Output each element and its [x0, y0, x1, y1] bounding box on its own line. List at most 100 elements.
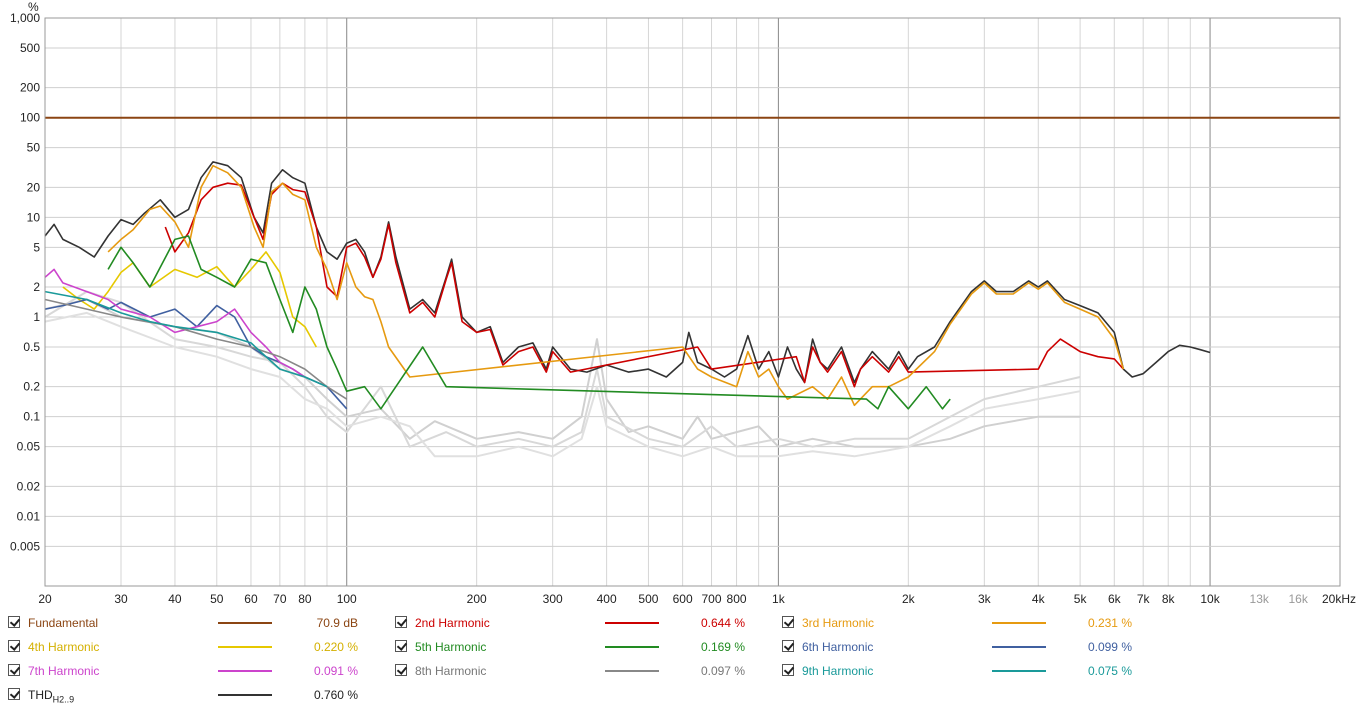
y-tick-label: 1	[33, 310, 40, 324]
x-tick-label: 10k	[1200, 592, 1220, 606]
y-tick-label: 1,000	[10, 11, 40, 25]
x-tick-label: 80	[298, 592, 312, 606]
legend-value: 0.091 %	[313, 664, 358, 678]
legend-value: 0.760 %	[313, 688, 358, 702]
y-tick-label: 100	[20, 111, 40, 125]
legend-label-subscript: H2..9	[52, 694, 75, 705]
legend-swatch	[218, 670, 272, 672]
legend-label: 4th Harmonic	[28, 640, 100, 654]
x-tick-label: 300	[543, 592, 563, 606]
x-tick-label: 2k	[902, 592, 916, 606]
legend-checkbox[interactable]	[8, 688, 20, 700]
legend-label: 7th Harmonic	[28, 664, 100, 678]
x-tick-label: 4k	[1032, 592, 1046, 606]
legend-value: 0.099 %	[1087, 640, 1132, 654]
legend-label: 2nd Harmonic	[415, 616, 490, 630]
x-tick-label: 5k	[1074, 592, 1088, 606]
x-tick-label: 70	[273, 592, 287, 606]
legend-item-thd: THDH2..9 0.760 %	[8, 684, 368, 706]
legend-swatch	[605, 622, 659, 624]
legend-item-3rd-harmonic: 3rd Harmonic 0.231 %	[782, 612, 1142, 634]
y-tick-label: 0.1	[23, 410, 40, 424]
legend-item-5th-harmonic: 5th Harmonic 0.169 %	[395, 636, 755, 658]
legend-checkbox[interactable]	[395, 616, 407, 628]
y-tick-label: 5	[33, 240, 40, 254]
series-line-6th-harmonic	[44, 298, 348, 410]
x-tick-label: 13k	[1250, 592, 1270, 606]
x-tick-label: 700	[702, 592, 722, 606]
series-line-4th-harmonic	[62, 251, 317, 348]
y-tick-label: 2	[33, 280, 40, 294]
x-tick-label: 6k	[1108, 592, 1122, 606]
legend-item-9th-harmonic: 9th Harmonic 0.075 %	[782, 660, 1142, 682]
y-axis-unit: %	[28, 0, 39, 14]
legend-item-7th-harmonic: 7th Harmonic 0.091 %	[8, 660, 368, 682]
legend-swatch	[992, 646, 1046, 648]
legend-swatch	[218, 622, 272, 624]
x-tick-label: 50	[210, 592, 224, 606]
thd-chart: 1,000 500 200 100 50 20 10 5 2 1 0.5 0.2 0.1 0.05 0.02…	[10, 0, 1356, 606]
x-tick-label: 100	[337, 592, 357, 606]
plot-frame	[44, 17, 1341, 587]
x-tick-label: 3k	[978, 592, 992, 606]
legend-checkbox[interactable]	[782, 616, 794, 628]
legend-label: THDH2..9	[28, 688, 75, 705]
x-axis: 20 30 40 50 60 70 80 100 200 300 400 500 600 700 800 1k…	[38, 592, 1356, 606]
y-tick-label: 0.005	[10, 539, 40, 553]
legend-value: 0.169 %	[700, 640, 745, 654]
x-tick-label: 40	[168, 592, 182, 606]
y-tick-label: 0.5	[23, 340, 40, 354]
legend-swatch	[992, 622, 1046, 624]
legend-checkbox[interactable]	[395, 640, 407, 652]
x-tick-label: 8k	[1162, 592, 1176, 606]
series-line-noise-3	[44, 311, 1081, 458]
legend-checkbox[interactable]	[395, 664, 407, 676]
legend-swatch	[218, 694, 272, 696]
legend-item-2nd-harmonic: 2nd Harmonic 0.644 %	[395, 612, 755, 634]
series-line-3rd-harmonic	[107, 164, 1125, 407]
y-tick-label: 0.02	[17, 479, 41, 493]
series-line-8th-harmonic	[44, 298, 348, 400]
legend-checkbox[interactable]	[8, 640, 20, 652]
series-line-2nd-harmonic	[164, 182, 1124, 388]
series-layer	[44, 116, 1340, 458]
legend-value: 0.231 %	[1087, 616, 1132, 630]
legend-label: 6th Harmonic	[802, 640, 874, 654]
legend-label: 9th Harmonic	[802, 664, 874, 678]
y-tick-label: 0.05	[17, 440, 41, 454]
legend-swatch	[605, 670, 659, 672]
series-line-5th-harmonic	[107, 235, 951, 410]
x-tick-label: 7k	[1137, 592, 1151, 606]
legend-label: 3rd Harmonic	[802, 616, 875, 630]
legend-value: 0.075 %	[1087, 664, 1132, 678]
y-axis: 1,000 500 200 100 50 20 10 5 2 1 0.5 0.2 0.1 0.05 0.02…	[10, 11, 40, 553]
x-tick-label: 20	[38, 592, 52, 606]
legend-item-4th-harmonic: 4th Harmonic 0.220 %	[8, 636, 368, 658]
legend-swatch	[218, 646, 272, 648]
y-tick-label: 0.01	[17, 509, 41, 523]
legend-swatch	[992, 670, 1046, 672]
x-tick-label: 60	[244, 592, 258, 606]
x-tick-label: 500	[638, 592, 658, 606]
series-line-9th-harmonic	[44, 290, 328, 388]
legend-item-6th-harmonic: 6th Harmonic 0.099 %	[782, 636, 1142, 658]
legend-label: 8th Harmonic	[415, 664, 487, 678]
legend-value: 70.9 dB	[316, 616, 358, 630]
legend-checkbox[interactable]	[8, 616, 20, 628]
legend-value: 0.644 %	[700, 616, 745, 630]
x-tick-label: 800	[727, 592, 747, 606]
legend-item-fundamental: Fundamental 70.9 dB	[8, 612, 368, 634]
y-tick-label: 0.2	[23, 380, 40, 394]
legend: Fundamental 70.9 dB 2nd Harmonic 0.644 % 3rd…	[0, 612, 1361, 715]
legend-value: 0.097 %	[700, 664, 745, 678]
legend-checkbox[interactable]	[782, 664, 794, 676]
legend-swatch	[605, 646, 659, 648]
series-line-noise-1	[44, 298, 1081, 448]
legend-value: 0.220 %	[313, 640, 358, 654]
x-tick-label: 16k	[1288, 592, 1308, 606]
legend-checkbox[interactable]	[782, 640, 794, 652]
grid	[44, 17, 1341, 586]
x-tick-label: 600	[673, 592, 693, 606]
y-tick-label: 10	[27, 210, 41, 224]
legend-checkbox[interactable]	[8, 664, 20, 676]
